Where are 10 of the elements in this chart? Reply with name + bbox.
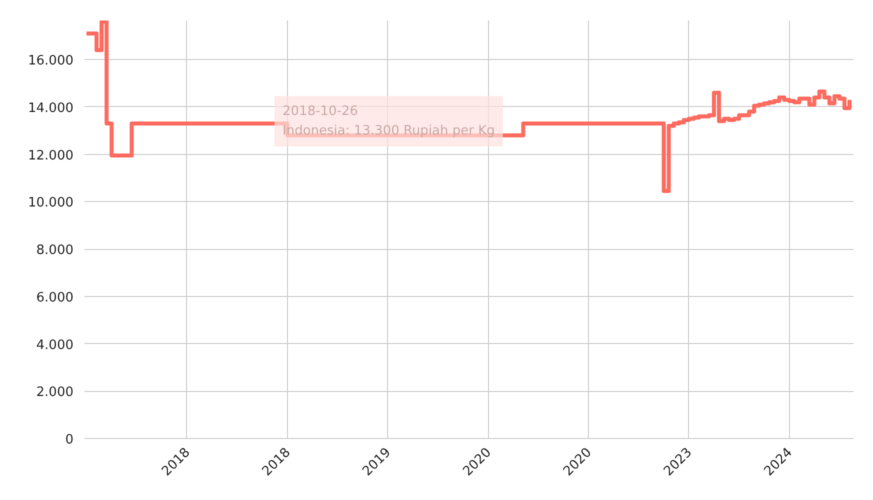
y-tick-label: 16.000 xyxy=(28,54,74,69)
y-tick-label: 0 xyxy=(65,432,74,448)
annotation: 2018-10-26 Indonesia: 13.300 Rupiah per Kg xyxy=(282,104,495,138)
y-tick-label: 10.000 xyxy=(28,196,74,211)
y-tick-label: 6.000 xyxy=(36,290,74,306)
y-tick-label: 12.000 xyxy=(28,148,74,164)
y-tick-label: 4.000 xyxy=(36,338,74,353)
y-tick-label: 14.000 xyxy=(28,100,74,116)
y-tick-label: 8.000 xyxy=(36,243,74,258)
y-tick-label: 2.000 xyxy=(36,385,74,400)
